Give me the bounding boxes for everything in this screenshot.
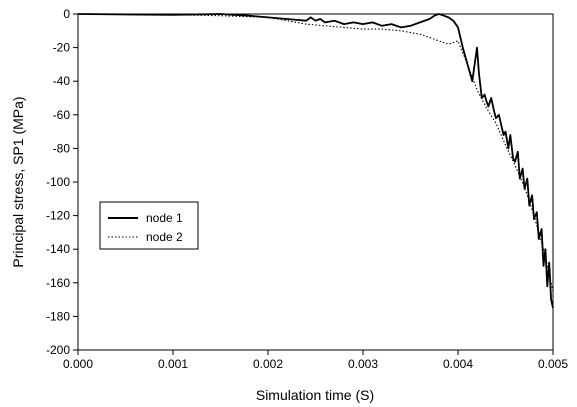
y-tick-label: -120 — [46, 209, 70, 223]
y-tick-label: -180 — [46, 309, 70, 323]
x-axis: 0.000 0.001 0.002 0.003 0.004 0.005 — [63, 350, 568, 371]
y-tick-label: -60 — [53, 108, 71, 122]
legend-label-node-2: node 2 — [146, 230, 183, 244]
x-tick-label: 0.004 — [443, 357, 473, 371]
legend: node 1 node 2 — [99, 201, 199, 250]
y-tick-label: -160 — [46, 276, 70, 290]
x-tick-label: 0.000 — [63, 357, 93, 371]
plot-border — [77, 13, 554, 351]
y-tick-label: -200 — [46, 343, 70, 357]
series-line-node-2 — [77, 13, 554, 292]
y-tick-label: -20 — [53, 41, 71, 55]
y-tick-label: -80 — [53, 141, 71, 155]
y-tick-label: 0 — [63, 7, 70, 21]
x-axis-title: Simulation time (S) — [256, 387, 374, 403]
series-layer — [77, 13, 554, 309]
x-tick-label: 0.002 — [253, 357, 283, 371]
y-tick-label: -140 — [46, 242, 70, 256]
x-tick-label: 0.003 — [348, 357, 378, 371]
legend-label-node-1: node 1 — [146, 211, 183, 225]
x-tick-label: 0.005 — [538, 357, 568, 371]
y-axis-title: Principal stress, SP1 (MPa) — [10, 96, 26, 267]
y-tick-label: -40 — [53, 74, 71, 88]
y-tick-label: -100 — [46, 175, 70, 189]
x-tick-label: 0.001 — [158, 357, 188, 371]
series-line-node-1 — [77, 13, 554, 309]
plot-area — [77, 13, 554, 351]
y-axis: 0 -20 -40 -60 -80 -100 -120 -140 -160 -180 -200 — [46, 7, 78, 357]
legend-box — [99, 201, 199, 250]
